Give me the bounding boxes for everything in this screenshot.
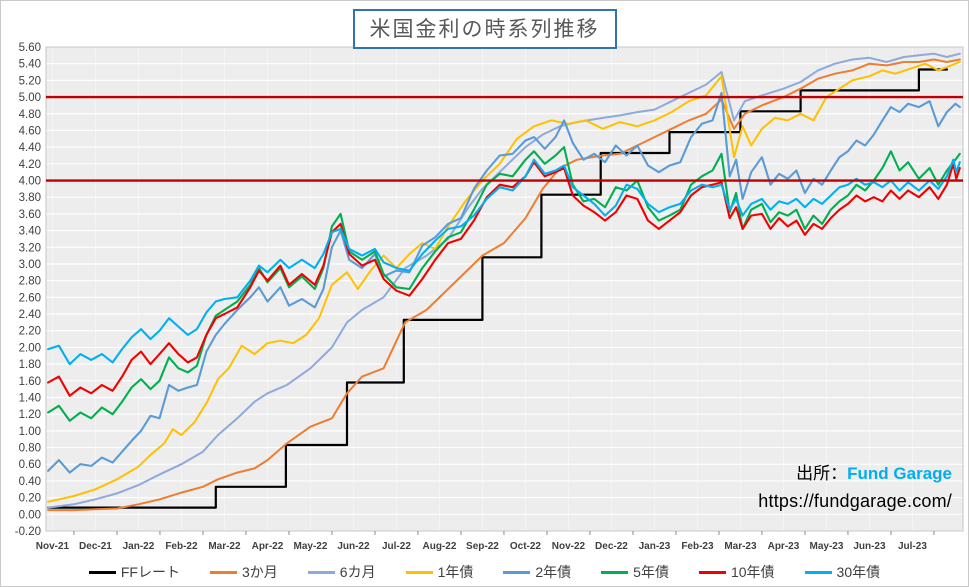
legend-item-5年債: 5年債 <box>601 562 669 582</box>
x-axis-label: Dec-21 <box>79 541 112 552</box>
y-axis-label: 0.60 <box>19 459 41 471</box>
legend-item-3か月: 3か月 <box>209 562 278 582</box>
y-axis-label: 4.20 <box>19 159 41 171</box>
y-axis-label: 3.40 <box>19 226 41 238</box>
series-FFレート <box>46 68 949 509</box>
plot-area <box>46 47 963 531</box>
y-axis-label: 5.40 <box>19 59 41 71</box>
source-brand: Fund Garage <box>847 464 952 483</box>
y-axis-label: 2.60 <box>19 292 41 304</box>
x-axis-label: Nov-22 <box>552 541 586 552</box>
y-axis-label: 5.00 <box>19 92 41 104</box>
x-axis-label: Sep-22 <box>466 541 499 552</box>
x-axis-label: Jul-22 <box>382 541 411 552</box>
y-axis-label: 1.20 <box>19 409 41 421</box>
legend-item-10年債: 10年債 <box>698 562 775 582</box>
x-axis-label: Feb-23 <box>681 541 714 552</box>
legend-label: 2年債 <box>535 564 572 580</box>
legend-label: 30年債 <box>836 564 881 580</box>
series-30年債 <box>47 158 961 366</box>
y-axis-label: 4.00 <box>19 176 41 188</box>
legend-label: 6カ月 <box>339 564 376 580</box>
y-axis-label: 3.60 <box>19 209 41 221</box>
legend-swatch <box>307 570 335 574</box>
series-1年債 <box>47 61 961 503</box>
source-row: 出所：Fund Garage <box>758 459 952 484</box>
x-axis-label: Feb-22 <box>165 541 198 552</box>
x-axis-label: Jan-22 <box>123 541 155 552</box>
legend-item-6カ月: 6カ月 <box>307 562 376 582</box>
y-axis-label: 1.60 <box>19 376 41 388</box>
x-axis-label: Mar-23 <box>724 541 757 552</box>
x-axis-label: Mar-22 <box>208 541 241 552</box>
y-axis-label: 5.20 <box>19 75 41 87</box>
y-axis-label: 0.40 <box>19 476 41 488</box>
y-axis-label: 1.80 <box>19 359 41 371</box>
y-axis-label: 0.80 <box>19 443 41 455</box>
legend-label: 5年債 <box>633 564 669 580</box>
x-axis-label: Apr-22 <box>252 541 284 552</box>
legend-swatch <box>209 570 237 574</box>
legend-item-2年債: 2年債 <box>503 562 571 582</box>
chart-legend: FFレート 3か月 6カ月 1年債 2年債 5年債 10年債 30年債 <box>1 562 968 582</box>
y-axis-label: 2.20 <box>19 326 41 338</box>
x-axis-label: Jun-22 <box>337 541 370 552</box>
legend-item-30年債: 30年債 <box>804 562 881 582</box>
x-axis-label: Apr-23 <box>768 541 800 552</box>
series-3か月 <box>47 58 961 512</box>
legend-label: 1年債 <box>437 564 474 580</box>
series-5年債 <box>47 146 961 422</box>
y-axis-label: 3.20 <box>19 242 41 254</box>
series-2年債 <box>47 91 961 474</box>
source-url: https://fundgarage.com/ <box>758 491 952 511</box>
legend-swatch <box>503 570 531 574</box>
legend-item-1年債: 1年債 <box>405 562 474 582</box>
y-axis-label: 1.40 <box>19 392 41 404</box>
y-axis-label: -0.20 <box>15 526 41 538</box>
y-axis-label: 2.00 <box>19 342 41 354</box>
y-axis-label: 5.60 <box>19 42 41 54</box>
y-axis-label: 0.20 <box>19 493 41 505</box>
y-axis-label: 2.40 <box>19 309 41 321</box>
x-axis-label: Jul-23 <box>898 541 927 552</box>
legend-label: 10年債 <box>730 564 775 580</box>
y-axis-label: 0.00 <box>19 509 41 521</box>
source-label: 出所： <box>796 464 848 483</box>
x-axis-label: Jun-23 <box>853 541 886 552</box>
x-axis-label: Oct-22 <box>510 541 542 552</box>
legend-label: 3か月 <box>241 564 278 580</box>
y-axis-label: 4.40 <box>19 142 41 154</box>
series-10年債 <box>47 161 961 397</box>
x-axis-label: May-23 <box>809 541 843 552</box>
series-6カ月 <box>47 52 961 509</box>
y-axis-label: 3.80 <box>19 192 41 204</box>
y-axis-label: 2.80 <box>19 276 41 288</box>
legend-swatch <box>405 570 433 574</box>
legend-item-FFレート: FFレート <box>88 562 180 582</box>
source-credit: 出所：Fund Garage https://fundgarage.com/ <box>758 459 952 512</box>
x-axis-label: May-22 <box>293 541 327 552</box>
x-axis-label: Dec-22 <box>595 541 628 552</box>
x-axis-label: Jan-23 <box>639 541 671 552</box>
legend-swatch <box>804 570 832 574</box>
page-title: 米国金利の時系列推移 <box>352 9 617 49</box>
y-axis-label: 4.60 <box>19 125 41 137</box>
legend-swatch <box>698 570 726 574</box>
legend-swatch <box>88 570 116 574</box>
y-axis-label: 3.00 <box>19 259 41 271</box>
legend-swatch <box>601 570 629 574</box>
y-axis-label: 1.00 <box>19 426 41 438</box>
x-axis-label: Aug-22 <box>422 541 456 552</box>
x-axis-label: Nov-21 <box>36 541 70 552</box>
y-axis-label: 4.80 <box>19 109 41 121</box>
legend-label: FFレート <box>120 564 180 580</box>
